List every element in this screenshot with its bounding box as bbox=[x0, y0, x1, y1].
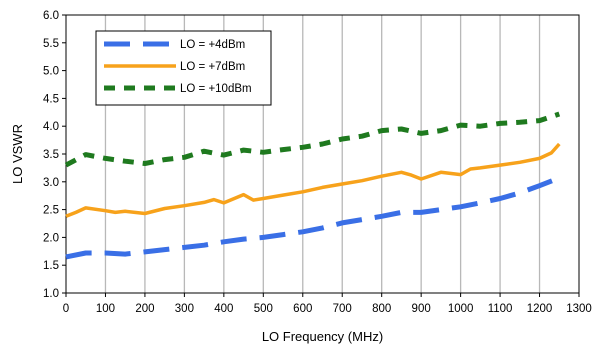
x-tick-label: 700 bbox=[333, 303, 352, 315]
x-axis-ticks: 0 100 200 300 400 500 600 700 800 900 1000 1100 1200… bbox=[63, 293, 592, 315]
x-axis-label: LO Frequency (MHz) bbox=[262, 329, 383, 344]
x-tick-label: 800 bbox=[372, 303, 391, 315]
y-tick-label: 3.0 bbox=[43, 177, 59, 189]
series-line-3 bbox=[64, 111, 561, 168]
x-tick-label: 900 bbox=[412, 303, 431, 315]
y-tick-label: 4.5 bbox=[43, 93, 59, 105]
y-tick-label: 6.0 bbox=[43, 10, 59, 22]
y-tick-label: 1.0 bbox=[43, 288, 59, 300]
legend-label-2: LO = +7dBm bbox=[180, 61, 245, 73]
x-tick-label: 300 bbox=[175, 303, 194, 315]
y-axis-label: LO VSWR bbox=[10, 124, 25, 184]
x-tick-label: 1000 bbox=[448, 303, 474, 315]
y-tick-label: 3.5 bbox=[43, 149, 59, 161]
y-axis-ticks: 1.0 1.5 2.0 2.5 3.0 3.5 4.0 4.5 5.0 5.5 6.0 bbox=[43, 10, 66, 300]
x-tick-label: 500 bbox=[254, 303, 273, 315]
y-tick-label: 4.0 bbox=[43, 121, 59, 133]
y-tick-label: 5.0 bbox=[43, 66, 59, 78]
x-tick-label: 1100 bbox=[488, 303, 513, 315]
y-tick-label: 2.0 bbox=[43, 232, 59, 244]
legend-label-3: LO = +10dBm bbox=[180, 83, 252, 95]
series-lines bbox=[64, 111, 561, 260]
series-line-2 bbox=[65, 142, 561, 218]
x-tick-label: 200 bbox=[135, 303, 154, 315]
series-line-1 bbox=[65, 175, 561, 260]
x-tick-label: 100 bbox=[96, 303, 115, 315]
legend: LO = +4dBm LO = +7dBm LO = +10dBm bbox=[95, 30, 272, 106]
legend-label-1: LO = +4dBm bbox=[180, 39, 245, 51]
x-tick-label: 600 bbox=[293, 303, 312, 315]
y-tick-label: 1.5 bbox=[43, 260, 59, 272]
y-tick-label: 2.5 bbox=[43, 205, 59, 217]
x-tick-label: 0 bbox=[63, 303, 69, 315]
x-tick-label: 1200 bbox=[527, 303, 553, 315]
x-tick-label: 1300 bbox=[566, 303, 592, 315]
y-tick-label: 5.5 bbox=[43, 38, 59, 50]
x-tick-label: 400 bbox=[214, 303, 233, 315]
